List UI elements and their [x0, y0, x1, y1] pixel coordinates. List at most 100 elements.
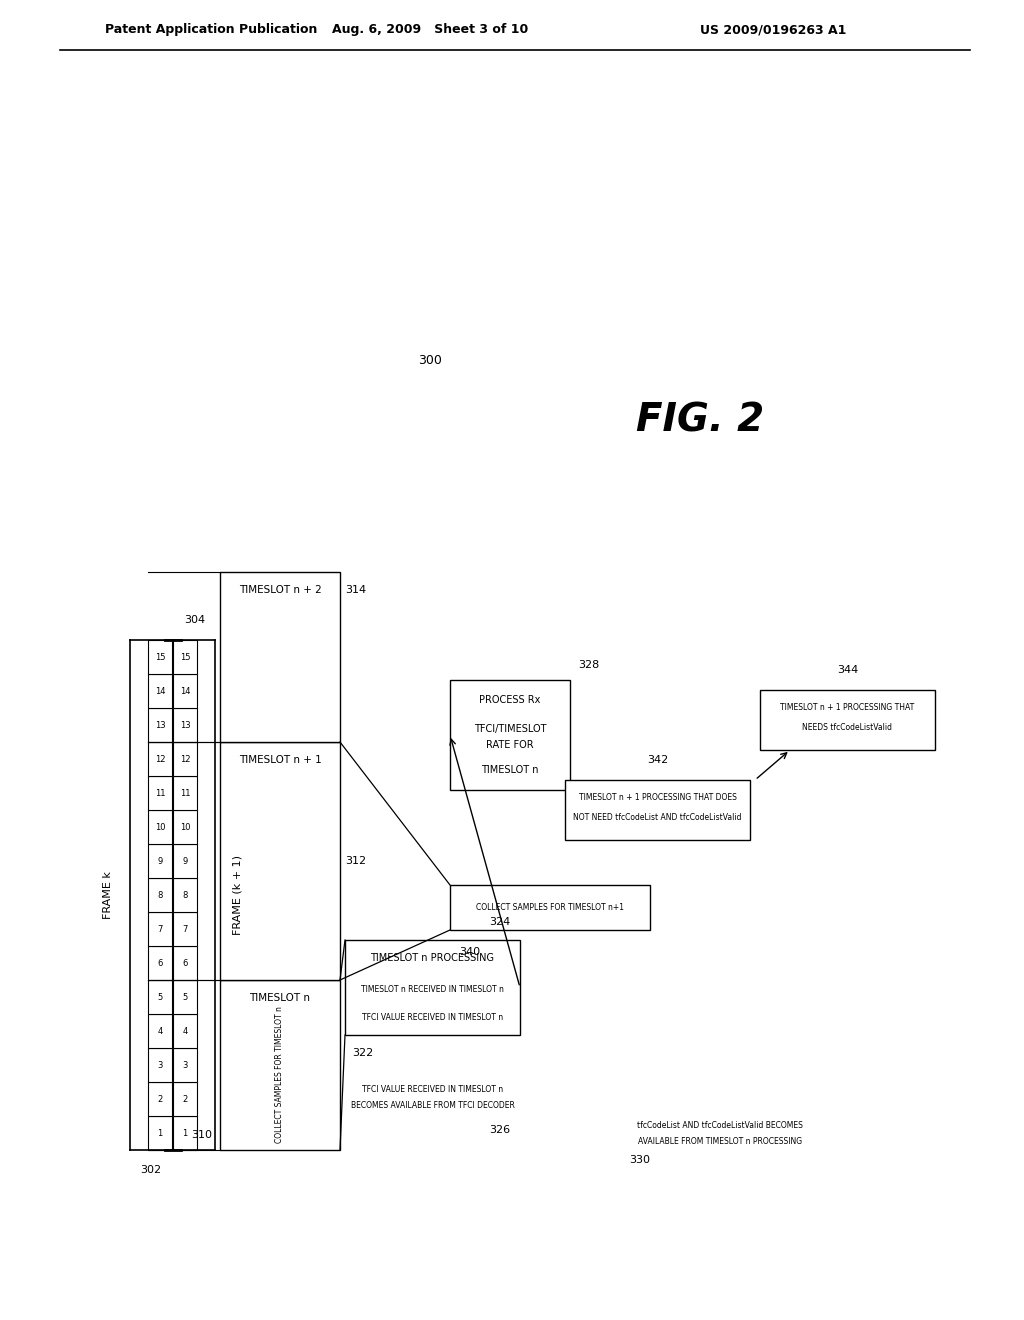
- Bar: [148, 843, 172, 878]
- Text: FIG. 2: FIG. 2: [636, 401, 764, 440]
- Text: 14: 14: [155, 686, 165, 696]
- Bar: [220, 979, 340, 1150]
- Text: 344: 344: [837, 665, 858, 675]
- Text: TIMESLOT n + 1 PROCESSING THAT DOES: TIMESLOT n + 1 PROCESSING THAT DOES: [579, 793, 736, 803]
- Text: 6: 6: [182, 958, 187, 968]
- Text: 11: 11: [155, 788, 165, 797]
- Text: 4: 4: [182, 1027, 187, 1035]
- Text: NOT NEED tfcCodeList AND tfcCodeListValid: NOT NEED tfcCodeList AND tfcCodeListVali…: [573, 813, 741, 822]
- Text: US 2009/0196263 A1: US 2009/0196263 A1: [700, 24, 847, 37]
- Bar: [173, 708, 197, 742]
- Text: 326: 326: [489, 1125, 511, 1135]
- Text: 3: 3: [158, 1060, 163, 1069]
- Text: 11: 11: [180, 788, 190, 797]
- Text: 8: 8: [158, 891, 163, 899]
- Bar: [173, 843, 197, 878]
- Text: FRAME (k + 1): FRAME (k + 1): [232, 855, 242, 935]
- Text: 8: 8: [182, 891, 187, 899]
- Text: TIMESLOT n PROCESSING: TIMESLOT n PROCESSING: [371, 953, 495, 964]
- Bar: [450, 884, 650, 931]
- Bar: [173, 1048, 197, 1082]
- Bar: [148, 1014, 172, 1048]
- Text: 4: 4: [158, 1027, 163, 1035]
- Bar: [345, 940, 520, 1035]
- Text: TIMESLOT n: TIMESLOT n: [250, 993, 310, 1003]
- Text: 12: 12: [180, 755, 190, 763]
- Bar: [220, 572, 340, 742]
- Text: PROCESS Rx: PROCESS Rx: [479, 696, 541, 705]
- Bar: [760, 690, 935, 750]
- Text: TFCI VALUE RECEIVED IN TIMESLOT n: TFCI VALUE RECEIVED IN TIMESLOT n: [361, 1085, 503, 1094]
- Bar: [148, 742, 172, 776]
- Bar: [148, 675, 172, 708]
- Bar: [148, 1115, 172, 1150]
- Bar: [173, 776, 197, 810]
- Text: 330: 330: [630, 1155, 650, 1166]
- Bar: [450, 680, 570, 789]
- Bar: [148, 878, 172, 912]
- Bar: [148, 708, 172, 742]
- Text: COLLECT SAMPLES FOR TIMESLOT n+1: COLLECT SAMPLES FOR TIMESLOT n+1: [476, 903, 624, 912]
- Bar: [173, 810, 197, 843]
- Text: 7: 7: [182, 924, 187, 933]
- Bar: [148, 1082, 172, 1115]
- Text: 304: 304: [184, 615, 205, 624]
- Text: AVAILABLE FROM TIMESLOT n PROCESSING: AVAILABLE FROM TIMESLOT n PROCESSING: [638, 1138, 802, 1147]
- Text: 7: 7: [158, 924, 163, 933]
- Bar: [565, 780, 750, 840]
- Text: Patent Application Publication: Patent Application Publication: [105, 24, 317, 37]
- Text: tfcCodeList AND tfcCodeListValid BECOMES: tfcCodeList AND tfcCodeListValid BECOMES: [637, 1121, 803, 1130]
- Text: 3: 3: [182, 1060, 187, 1069]
- Bar: [173, 640, 197, 675]
- Text: 13: 13: [155, 721, 165, 730]
- Text: FRAME k: FRAME k: [103, 871, 113, 919]
- Bar: [173, 1115, 197, 1150]
- Bar: [173, 675, 197, 708]
- Text: 312: 312: [345, 855, 367, 866]
- Text: 322: 322: [352, 1048, 374, 1059]
- Text: 324: 324: [489, 917, 511, 927]
- Bar: [148, 979, 172, 1014]
- Bar: [173, 1082, 197, 1115]
- Text: 10: 10: [180, 822, 190, 832]
- Text: RATE FOR: RATE FOR: [486, 741, 534, 750]
- Text: 6: 6: [158, 958, 163, 968]
- Bar: [173, 742, 197, 776]
- Bar: [148, 640, 172, 675]
- Text: TFCI VALUE RECEIVED IN TIMESLOT n: TFCI VALUE RECEIVED IN TIMESLOT n: [361, 1012, 503, 1022]
- Text: 328: 328: [578, 660, 599, 671]
- Bar: [148, 912, 172, 946]
- Text: 342: 342: [647, 755, 668, 766]
- Text: BECOMES AVAILABLE FROM TFCI DECODER: BECOMES AVAILABLE FROM TFCI DECODER: [350, 1101, 514, 1110]
- Text: 314: 314: [345, 585, 367, 595]
- Text: 10: 10: [155, 822, 165, 832]
- Text: 300: 300: [418, 354, 442, 367]
- Text: 9: 9: [182, 857, 187, 866]
- Text: TIMESLOT n + 2: TIMESLOT n + 2: [239, 585, 322, 595]
- Bar: [148, 946, 172, 979]
- Text: 13: 13: [179, 721, 190, 730]
- Text: TFCI/TIMESLOT: TFCI/TIMESLOT: [474, 723, 546, 734]
- Bar: [220, 742, 340, 979]
- Text: 2: 2: [158, 1094, 163, 1104]
- Bar: [148, 1048, 172, 1082]
- Text: 340: 340: [460, 946, 480, 957]
- Text: 15: 15: [155, 652, 165, 661]
- Text: COLLECT SAMPLES FOR TIMESLOT n: COLLECT SAMPLES FOR TIMESLOT n: [275, 1007, 285, 1143]
- Text: 1: 1: [182, 1129, 187, 1138]
- Text: 5: 5: [158, 993, 163, 1002]
- Text: 302: 302: [140, 1166, 161, 1175]
- Text: Aug. 6, 2009   Sheet 3 of 10: Aug. 6, 2009 Sheet 3 of 10: [332, 24, 528, 37]
- Text: TIMESLOT n: TIMESLOT n: [481, 766, 539, 775]
- Text: 9: 9: [158, 857, 163, 866]
- Text: TIMESLOT n + 1: TIMESLOT n + 1: [239, 755, 322, 766]
- Text: 310: 310: [191, 1130, 212, 1140]
- Bar: [173, 979, 197, 1014]
- Text: 2: 2: [182, 1094, 187, 1104]
- Text: 12: 12: [155, 755, 165, 763]
- Bar: [173, 878, 197, 912]
- Text: NEEDS tfcCodeListValid: NEEDS tfcCodeListValid: [803, 723, 893, 733]
- Text: 15: 15: [180, 652, 190, 661]
- Text: TIMESLOT n + 1 PROCESSING THAT: TIMESLOT n + 1 PROCESSING THAT: [780, 704, 914, 713]
- Bar: [148, 776, 172, 810]
